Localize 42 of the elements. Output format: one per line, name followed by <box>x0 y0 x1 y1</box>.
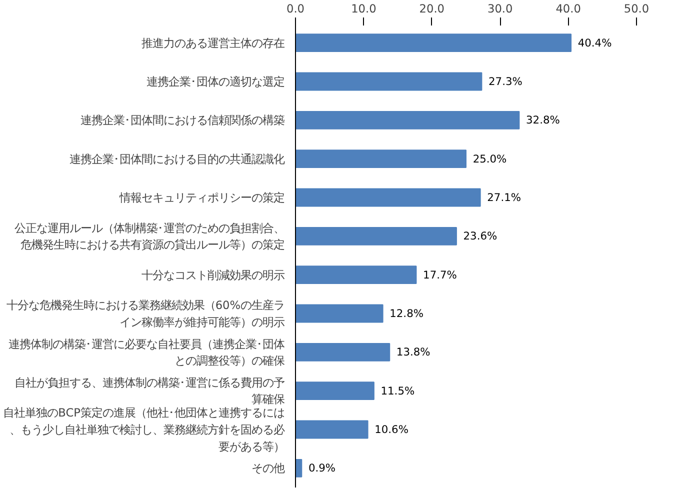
y-tick-label: 推進力のある運営主体の存在 <box>142 36 284 50</box>
y-tick-label: 連携体制の構築･運営に必要な自社要員（連携企業･団体との調整役等）の確保 <box>8 336 284 368</box>
y-tick-label: 十分な危機発生時における業務継続効果（60%の生産ライン稼働率が維持可能等）の明示 <box>6 298 285 329</box>
bar <box>296 34 572 52</box>
bar <box>296 266 417 284</box>
bar <box>296 420 368 439</box>
data-label: 32.8% <box>526 114 560 127</box>
data-label: 10.6% <box>374 423 408 436</box>
data-label: 23.6% <box>463 230 498 243</box>
x-tick-label: 10.0 <box>351 2 376 16</box>
bar <box>296 110 520 130</box>
bar <box>296 226 457 246</box>
y-tick-label: 十分なコスト削減効果の明示 <box>142 268 284 282</box>
y-tick-label: 公正な運用ルール（体制構築･運営のための負担割合、危機発生時における共有資源の貸出ルール等）の策定 <box>14 220 284 252</box>
bar <box>296 458 302 478</box>
y-tick-label: 自社が負担する、連携体制の構築･運営に係る費用の予算確保 <box>14 375 284 406</box>
data-label: 11.5% <box>380 384 415 398</box>
data-label: 17.7% <box>423 268 457 282</box>
x-tick-label: 50.0 <box>624 2 650 16</box>
data-label: 40.4% <box>578 36 612 50</box>
data-label: 27.1% <box>487 191 521 204</box>
bar <box>296 150 466 168</box>
y-tick-label: その他 <box>252 461 284 476</box>
x-tick-label: 30.0 <box>487 2 513 16</box>
bar <box>296 304 384 323</box>
bar <box>296 342 390 362</box>
bar <box>296 188 481 207</box>
data-label: 27.3% <box>488 75 522 88</box>
x-tick-label: 0.0 <box>286 2 305 16</box>
data-label: 12.8% <box>390 307 424 320</box>
y-tick-label: 情報セキュリティポリシーの策定 <box>118 190 284 204</box>
y-tick-label: 連携企業･団体間における目的の共通認識化 <box>70 152 284 166</box>
x-tick-label: 20.0 <box>419 2 445 16</box>
x-tick-label: 40.0 <box>556 2 581 16</box>
y-tick-label: 自社単独のBCP策定の進展（他社･他団体と連携するには、もう少し自社単独で検討し、業務継続方針を固める必要がある等） <box>3 406 285 454</box>
bar <box>296 382 374 400</box>
y-tick-label: 連携企業･団体の適切な選定 <box>146 74 284 88</box>
data-label: 13.8% <box>396 346 430 359</box>
y-tick-label: 連携企業･団体間における信頼関係の構築 <box>80 113 284 128</box>
data-label: 25.0% <box>472 152 507 166</box>
data-label: 0.9% <box>308 462 336 475</box>
bar <box>296 72 482 91</box>
